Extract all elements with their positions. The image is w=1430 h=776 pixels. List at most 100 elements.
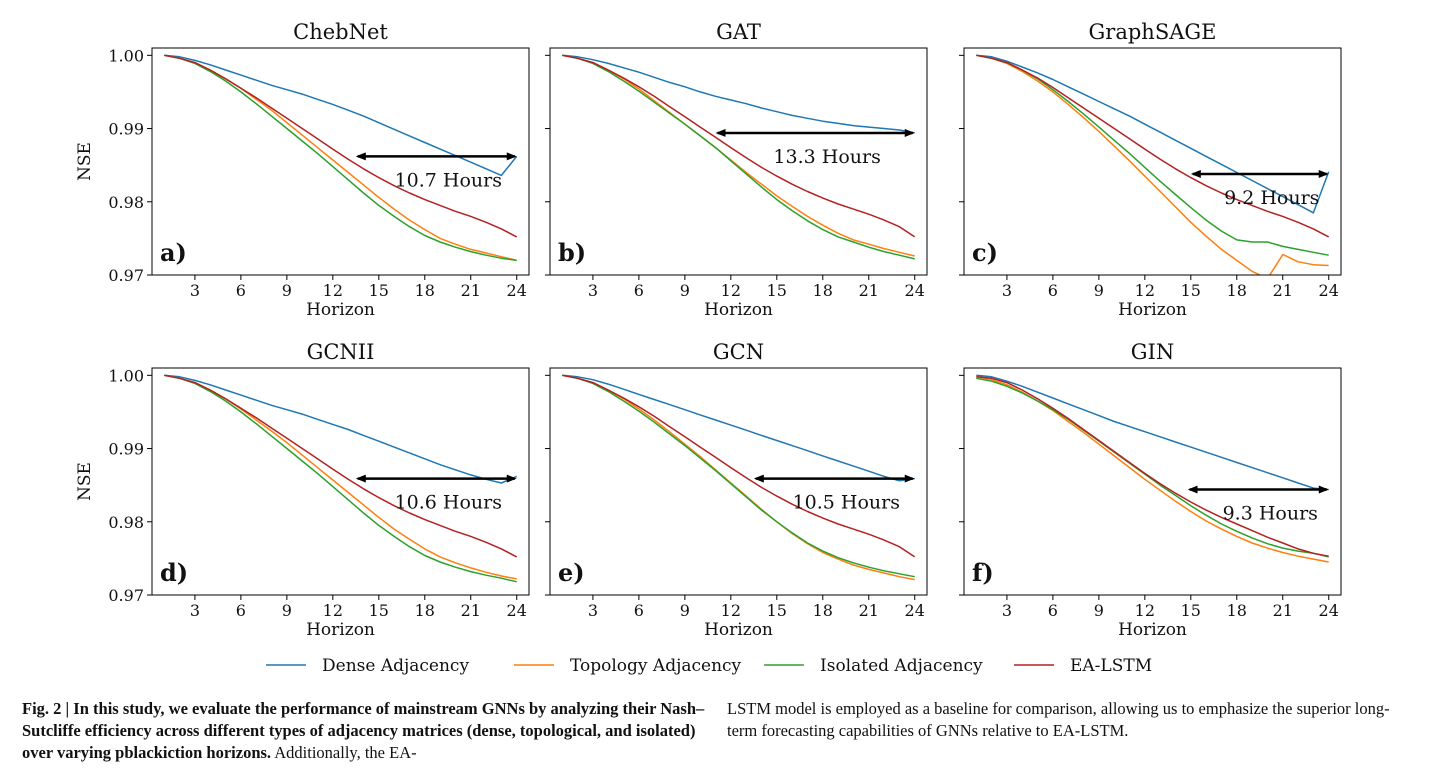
chart-panel-2: GAT 3 6 9 12 15 18 21 24 Horizon b) 13.3 Hours [545, 20, 928, 320]
annotation-text: 10.5 Hours [793, 492, 900, 514]
chart-title: GraphSAGE [1089, 20, 1217, 44]
x-tick-label: 21 [859, 281, 879, 300]
panel-label: b) [558, 238, 586, 267]
x-tick-label: 3 [190, 601, 200, 620]
series-line-topology-adjacency [164, 54, 517, 262]
panel-label: d) [160, 558, 188, 587]
x-tick-label: 9 [1094, 601, 1104, 620]
x-tick-label: 15 [1181, 601, 1201, 620]
x-tick-label: 15 [369, 601, 389, 620]
y-axis-label: NSE [75, 462, 95, 501]
series-line-isolated-adjacency [562, 374, 915, 578]
series-line-dense-adjacency [164, 374, 517, 484]
x-tick-label: 3 [588, 281, 598, 300]
series-line-isolated-adjacency [562, 54, 915, 260]
x-tick-label: 15 [1181, 281, 1201, 300]
x-tick-label: 12 [721, 281, 741, 300]
series-line-topology-adjacency [164, 374, 517, 580]
x-tick-label: 6 [634, 601, 644, 620]
x-tick-label: 24 [1319, 281, 1339, 300]
x-tick-label: 6 [236, 601, 246, 620]
y-tick-label: 1.00 [108, 366, 144, 385]
series-line-dense-adjacency [976, 54, 1330, 214]
x-tick-label: 18 [813, 601, 833, 620]
y-tick-label: 0.98 [108, 193, 144, 212]
annotation-text: 10.7 Hours [395, 169, 502, 191]
y-tick-label: 0.97 [108, 586, 144, 605]
x-tick-label: 21 [461, 601, 481, 620]
x-tick-label: 6 [1048, 601, 1058, 620]
legend-label: EA-LSTM [1070, 656, 1152, 676]
series-line-ea-lstm [164, 54, 518, 238]
x-tick-label: 21 [859, 601, 879, 620]
caption-bold-text: Fig. 2 | In this study, we evaluate the … [22, 699, 705, 762]
series-line-dense-adjacency [562, 54, 915, 134]
legend-label: Dense Adjacency [322, 656, 469, 676]
x-tick-label: 24 [507, 601, 527, 620]
series-line-ea-lstm [562, 54, 916, 238]
x-tick-label: 18 [813, 281, 833, 300]
series-group [164, 374, 518, 583]
series-line-ea-lstm [976, 376, 1329, 557]
panel-label: c) [972, 238, 998, 267]
x-axis-label: Horizon [704, 300, 773, 320]
series-line-dense-adjacency [562, 374, 915, 482]
series-group [976, 374, 1329, 563]
chart-title: GCN [713, 340, 764, 364]
x-tick-label: 24 [1319, 601, 1339, 620]
series-line-isolated-adjacency [164, 374, 517, 583]
series-group [976, 54, 1330, 275]
series-line-ea-lstm [164, 374, 518, 558]
x-tick-label: 18 [1227, 281, 1247, 300]
y-tick-label: 0.97 [108, 266, 144, 285]
series-line-isolated-adjacency [976, 54, 1329, 256]
plot-frame [963, 47, 1342, 276]
chart-title: GIN [1131, 340, 1174, 364]
x-axis-label: Horizon [1118, 300, 1187, 320]
chart-title: ChebNet [293, 20, 388, 44]
x-tick-label: 12 [323, 281, 343, 300]
series-group [562, 54, 916, 260]
x-tick-label: 9 [1094, 281, 1104, 300]
annotation-text: 10.6 Hours [395, 492, 502, 514]
x-tick-label: 3 [588, 601, 598, 620]
x-tick-label: 9 [282, 601, 292, 620]
plot-frame [151, 367, 530, 596]
x-tick-label: 3 [190, 281, 200, 300]
x-tick-label: 24 [905, 281, 925, 300]
x-axis-label: Horizon [306, 300, 375, 320]
series-line-ea-lstm [976, 54, 1330, 238]
chart-legend: Dense Adjacency Topology Adjacency Isolate… [266, 656, 1152, 676]
x-tick-label: 15 [369, 281, 389, 300]
x-tick-label: 6 [1048, 281, 1058, 300]
annotation-text: 9.3 Hours [1223, 503, 1318, 525]
annotation-text: 13.3 Hours [773, 146, 880, 168]
panel-label: a) [160, 238, 187, 267]
x-tick-label: 15 [767, 281, 787, 300]
x-tick-label: 9 [680, 281, 690, 300]
series-group [562, 374, 916, 581]
x-tick-label: 9 [282, 281, 292, 300]
chart-panel-4: GCNII 3 6 9 12 15 18 21 24 0.97 0.98 0.99 1.00 Horizo… [75, 340, 530, 640]
x-tick-label: 3 [1002, 281, 1012, 300]
figure-panels: ChebNet 3 6 9 12 15 18 21 24 0.97 0.98 0.99 1.00 Hori… [75, 20, 1342, 676]
x-tick-label: 12 [1135, 601, 1155, 620]
chart-panel-1: ChebNet 3 6 9 12 15 18 21 24 0.97 0.98 0.99 1.00 Hori… [75, 20, 530, 320]
chart-title: GAT [716, 20, 761, 44]
x-tick-label: 21 [1273, 601, 1293, 620]
chart-title: GCNII [307, 340, 375, 364]
y-tick-label: 0.98 [108, 513, 144, 532]
legend-label: Topology Adjacency [570, 656, 742, 676]
panel-label: f) [972, 558, 994, 587]
x-tick-label: 6 [634, 281, 644, 300]
x-tick-label: 18 [1227, 601, 1247, 620]
figure-caption-left: Fig. 2 | In this study, we evaluate the … [22, 698, 712, 764]
chart-panel-5: GCN 3 6 9 12 15 18 21 24 Horizon e) 10.5 Hours [545, 340, 928, 640]
x-tick-label: 18 [415, 281, 435, 300]
x-tick-label: 24 [905, 601, 925, 620]
x-axis-label: Horizon [704, 620, 773, 640]
series-line-isolated-adjacency [164, 54, 517, 262]
panel-label: e) [558, 558, 585, 587]
y-tick-label: 0.99 [108, 120, 144, 139]
plot-frame [151, 47, 530, 276]
